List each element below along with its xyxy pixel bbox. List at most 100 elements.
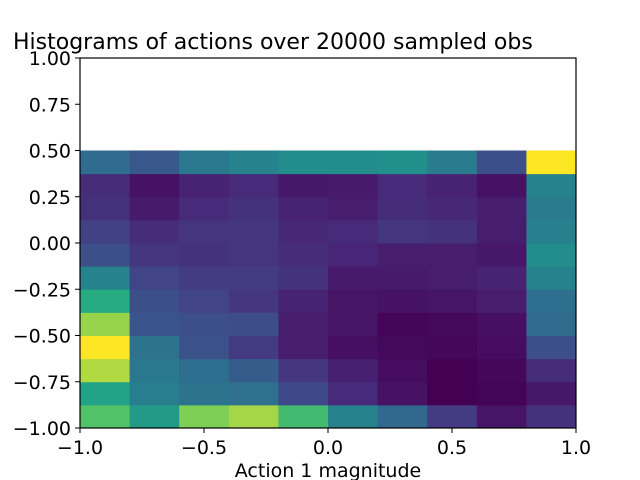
heatmap-cell bbox=[476, 196, 527, 221]
heatmap-cell bbox=[80, 358, 131, 383]
y-tick-label: −0.50 bbox=[13, 326, 71, 348]
heatmap-cell bbox=[526, 150, 577, 175]
heatmap-cell bbox=[328, 335, 379, 360]
heatmap-cell bbox=[328, 289, 379, 313]
heatmap-cell bbox=[129, 266, 180, 290]
heatmap-cell bbox=[377, 173, 428, 198]
x-tick-label: −1.0 bbox=[57, 437, 103, 459]
heatmap-cell bbox=[278, 196, 329, 221]
heatmap-cell bbox=[80, 266, 131, 290]
heatmap-cell bbox=[80, 196, 131, 221]
heatmap-cell bbox=[80, 381, 131, 406]
heatmap-cell bbox=[377, 381, 428, 406]
heatmap-cell bbox=[328, 404, 379, 429]
heatmap-cell bbox=[427, 196, 478, 221]
heatmap-cell bbox=[476, 150, 527, 175]
heatmap-cell bbox=[179, 404, 230, 429]
heatmap-cell bbox=[179, 358, 230, 383]
y-tick-label: 1.00 bbox=[29, 48, 71, 70]
heatmap-cell bbox=[179, 266, 230, 290]
heatmap-cell bbox=[377, 312, 428, 337]
heatmap-cell bbox=[427, 358, 478, 383]
x-axis-label: Action 1 magnitude bbox=[235, 460, 421, 480]
x-tick-label: 0.0 bbox=[313, 437, 343, 459]
heatmap-cell bbox=[228, 381, 279, 406]
heatmap-cell bbox=[526, 381, 577, 406]
heatmap-cell bbox=[129, 196, 180, 221]
heatmap-cell bbox=[278, 173, 329, 198]
heatmap-cell bbox=[476, 266, 527, 290]
heatmap-cell bbox=[129, 150, 180, 175]
heatmap-cell bbox=[228, 196, 279, 221]
heatmap-cell bbox=[427, 381, 478, 406]
heatmap-cell bbox=[179, 196, 230, 221]
heatmap-cell bbox=[526, 312, 577, 337]
heatmap-cell bbox=[80, 219, 131, 244]
heatmap-cell bbox=[278, 404, 329, 429]
heatmap-cell bbox=[427, 312, 478, 337]
heatmap-cell bbox=[278, 266, 329, 290]
heatmap-cell bbox=[377, 404, 428, 429]
heatmap-cell bbox=[377, 289, 428, 313]
heatmap-cell bbox=[228, 289, 279, 313]
heatmap-cell bbox=[328, 381, 379, 406]
x-tick-label: 0.5 bbox=[437, 437, 467, 459]
heatmap-cell bbox=[328, 173, 379, 198]
heatmap-cell bbox=[228, 243, 279, 267]
heatmap-cell bbox=[526, 358, 577, 383]
heatmap-cell bbox=[476, 219, 527, 244]
heatmap-cell bbox=[328, 243, 379, 267]
heatmap-cell bbox=[278, 150, 329, 175]
y-tick-label: −1.00 bbox=[13, 418, 71, 440]
heatmap-cell bbox=[328, 266, 379, 290]
heatmap-cell bbox=[476, 404, 527, 429]
heatmap-cell bbox=[526, 289, 577, 313]
heatmap-cell bbox=[427, 219, 478, 244]
heatmap-cell bbox=[80, 404, 131, 429]
heatmap-cell bbox=[80, 312, 131, 337]
heatmap-cell bbox=[228, 266, 279, 290]
heatmap-cell bbox=[427, 335, 478, 360]
heatmap-cell bbox=[377, 358, 428, 383]
heatmap-cell bbox=[526, 219, 577, 244]
y-tick-label: 0.50 bbox=[29, 141, 71, 163]
heatmap-cell bbox=[278, 381, 329, 406]
heatmap-cell bbox=[179, 312, 230, 337]
heatmap-cell bbox=[228, 173, 279, 198]
heatmap-cell bbox=[228, 404, 279, 429]
heatmap-cell bbox=[377, 243, 428, 267]
heatmap-cell bbox=[80, 150, 131, 175]
heatmap-cell bbox=[476, 335, 527, 360]
heatmap-cell bbox=[228, 219, 279, 244]
heatmap-cell bbox=[179, 219, 230, 244]
heatmap-cell bbox=[476, 289, 527, 313]
heatmap-cell bbox=[278, 289, 329, 313]
chart-title: Histograms of actions over 20000 sampled… bbox=[13, 30, 533, 55]
y-tick-label: −0.25 bbox=[13, 279, 71, 301]
heatmap-cell bbox=[427, 150, 478, 175]
heatmap-cell bbox=[278, 312, 329, 337]
heatmap-cell bbox=[526, 243, 577, 267]
heatmap-cell bbox=[129, 358, 180, 383]
y-tick-label: 0.25 bbox=[29, 187, 71, 209]
heatmap-cell bbox=[476, 381, 527, 406]
x-tick-label: 1.0 bbox=[561, 437, 591, 459]
heatmap-cell bbox=[377, 219, 428, 244]
heatmap-cell bbox=[179, 150, 230, 175]
heatmap-cell bbox=[328, 312, 379, 337]
heatmap-cell bbox=[80, 289, 131, 313]
heatmap-cell bbox=[526, 335, 577, 360]
heatmap-cell bbox=[427, 289, 478, 313]
x-tick-label: −0.5 bbox=[181, 437, 227, 459]
heatmap-cell bbox=[526, 266, 577, 290]
heatmap-cell bbox=[278, 243, 329, 267]
heatmap-cell bbox=[179, 289, 230, 313]
heatmap-cell bbox=[328, 219, 379, 244]
heatmap-cell bbox=[377, 266, 428, 290]
heatmap-cell bbox=[129, 312, 180, 337]
heatmap-cell bbox=[526, 404, 577, 429]
heatmap-cell bbox=[179, 381, 230, 406]
heatmap-cell bbox=[377, 196, 428, 221]
heatmap-cell bbox=[80, 243, 131, 267]
heatmap-cell bbox=[526, 196, 577, 221]
